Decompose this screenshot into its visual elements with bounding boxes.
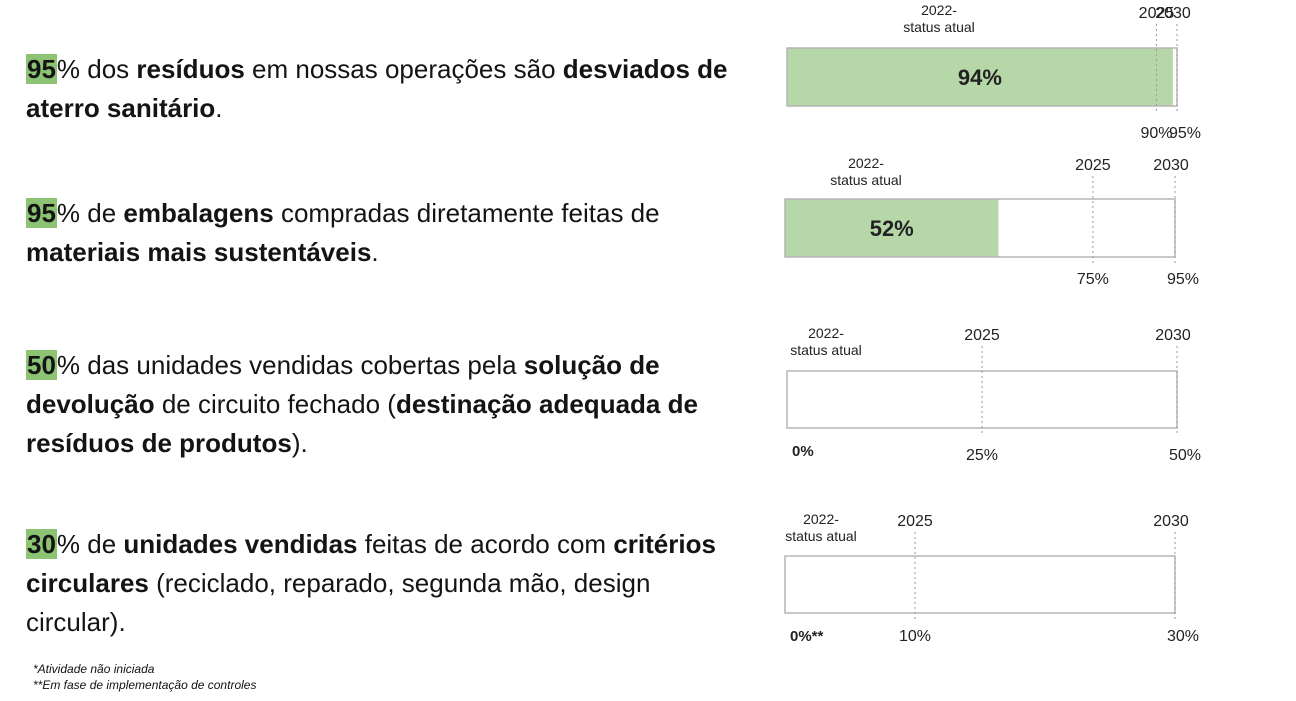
footnotes: *Atividade não iniciada **Em fase de imp… — [33, 661, 256, 693]
year-2025-label: 2025 — [964, 327, 1000, 344]
goal-plain-text: . — [371, 237, 379, 267]
goal-highlight: 95 — [26, 54, 57, 84]
bar-outline — [786, 370, 1178, 429]
bar-fill — [787, 48, 1173, 106]
goal-plain-text: . — [215, 93, 223, 123]
goal-highlight: 95 — [26, 198, 57, 228]
goal-bold-text: embalagens — [123, 198, 274, 228]
current-value-label: 0% — [792, 443, 814, 460]
footnote-implementation: **Em fase de implementação de controles — [33, 678, 257, 692]
goal-plain-text: % das unidades vendidas cobertas pela — [56, 350, 524, 380]
current-status-label: status atual — [830, 172, 902, 188]
goal-bold-text: unidades vendidas — [123, 529, 358, 559]
year-2025-label: 2025 — [897, 513, 933, 530]
current-status-label: status atual — [790, 342, 862, 358]
target-2025-value: 10% — [899, 628, 931, 645]
goal-bold-text: critérios circulares — [26, 529, 716, 598]
goal-plain-text: % de — [56, 198, 124, 228]
current-value-label: 0%** — [790, 628, 824, 645]
goal-text: 95% dos resíduos em nossas operações são… — [26, 50, 746, 128]
current-status-label: status atual — [903, 19, 975, 35]
goal-highlight: 50 — [26, 350, 57, 380]
footnote-not-started: *Atividade não iniciada — [33, 662, 155, 676]
current-value-label: 52% — [870, 216, 914, 241]
year-2030-label: 2030 — [1153, 513, 1189, 530]
year-2025-label: 2025 — [1075, 157, 1111, 174]
goal-bold-text: destinação adequada de resíduos de produ… — [26, 389, 698, 458]
bar-outline — [784, 555, 1176, 614]
goal-plain-text: % dos — [56, 54, 137, 84]
goal-plain-text: compradas diretamente feitas de — [273, 198, 660, 228]
goal-bold-text: desviados de aterro sanitário — [26, 54, 728, 123]
year-2030-label: 2030 — [1153, 157, 1189, 174]
goal-bold-text: resíduos — [136, 54, 245, 84]
current-status-label: 2022- — [803, 511, 839, 527]
target-2025-value: 25% — [966, 447, 998, 464]
target-2030-value: 95% — [1169, 125, 1201, 142]
goal-highlight: 30 — [26, 529, 57, 559]
year-2030-label: 2030 — [1155, 327, 1191, 344]
goal-plain-text: em nossas operações são — [244, 54, 563, 84]
target-2025-value: 90% — [1140, 125, 1172, 142]
goal-plain-text: (reciclado, reparado, segunda mão, desig… — [26, 568, 651, 637]
goal-text: 50% das unidades vendidas cobertas pela … — [26, 346, 746, 463]
target-2025-value: 75% — [1077, 271, 1109, 288]
bar-fill — [785, 199, 999, 257]
goal-plain-text: ). — [291, 428, 308, 458]
current-status-label: 2022- — [808, 325, 844, 341]
goal-plain-text: feitas de acordo com — [357, 529, 614, 559]
current-status-label: status atual — [785, 528, 857, 544]
goal-text: 30% de unidades vendidas feitas de acord… — [26, 525, 746, 642]
goal-text: 95% de embalagens compradas diretamente … — [26, 194, 746, 272]
year-2030-label: 2030 — [1155, 5, 1191, 22]
goal-plain-text: de circuito fechado ( — [154, 389, 396, 419]
goal-plain-text: % de — [56, 529, 124, 559]
goal-bold-text: materiais mais sustentáveis — [26, 237, 372, 267]
target-2030-value: 30% — [1167, 628, 1199, 645]
current-status-label: 2022- — [921, 2, 957, 18]
bar-outline — [786, 47, 1178, 107]
goal-bold-text: solução de devolução — [26, 350, 660, 419]
current-value-label: 94% — [958, 65, 1002, 90]
target-2030-value: 95% — [1167, 271, 1199, 288]
target-2030-value: 50% — [1169, 447, 1201, 464]
year-2025-label: 2025 — [1139, 5, 1175, 22]
current-status-label: 2022- — [848, 155, 884, 171]
